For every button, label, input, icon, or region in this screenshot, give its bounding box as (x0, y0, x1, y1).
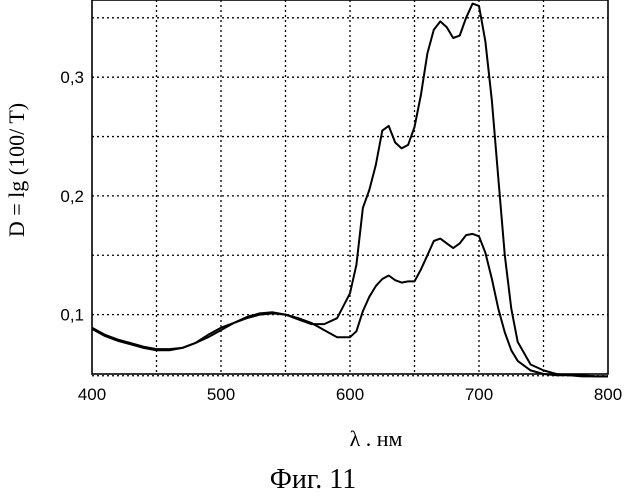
x-tick-label: 700 (465, 385, 493, 404)
x-tick-label: 400 (78, 385, 106, 404)
figure-caption: Фиг. 11 (270, 464, 356, 495)
y-tick-label: 0,2 (60, 187, 84, 206)
x-tick-label: 500 (207, 385, 235, 404)
x-tick-label: 600 (336, 385, 364, 404)
y-axis-title: D = lg (100/ T) (4, 103, 29, 237)
tick-layer: 400 500 600 700 800 0,1 0,2 0,3 (60, 68, 622, 404)
x-tick-label: 800 (594, 385, 622, 404)
x-axis-title: λ . нм (350, 426, 403, 451)
y-tick-label: 0,1 (60, 306, 84, 325)
y-tick-label: 0,3 (60, 68, 84, 87)
grid-layer (92, 0, 608, 376)
